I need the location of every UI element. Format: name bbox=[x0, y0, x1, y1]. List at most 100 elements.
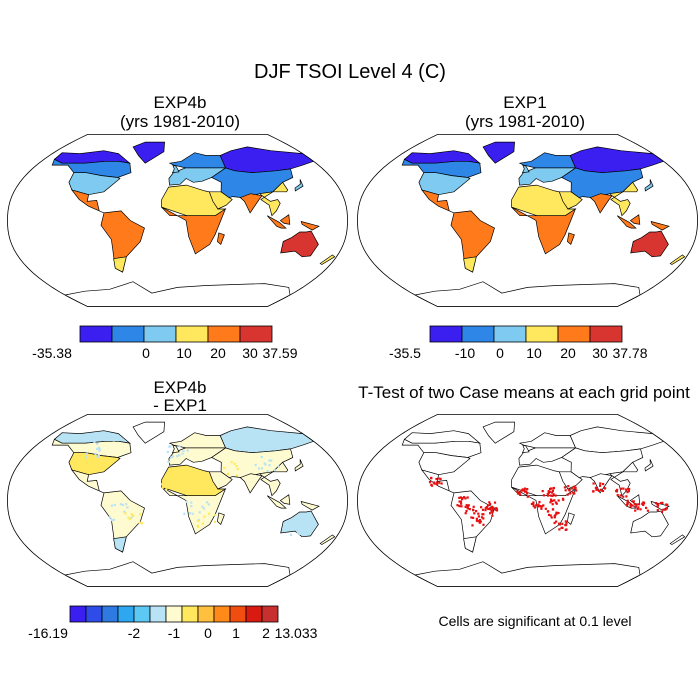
significant-cell bbox=[466, 506, 469, 509]
diff-speckle bbox=[181, 452, 184, 455]
significant-cell bbox=[546, 493, 549, 496]
significant-cell bbox=[566, 493, 569, 496]
significant-cell bbox=[516, 490, 519, 493]
significant-cell bbox=[466, 496, 469, 499]
significant-cell bbox=[485, 506, 489, 509]
land-se-asia bbox=[609, 181, 639, 217]
significant-cell bbox=[561, 497, 565, 500]
colorbar-tick-label: -1 bbox=[168, 625, 181, 641]
significant-cell bbox=[465, 510, 468, 513]
colorbar-swatch bbox=[143, 325, 177, 343]
significant-cell bbox=[554, 501, 557, 504]
significant-cell bbox=[464, 505, 467, 508]
significant-cell bbox=[574, 487, 577, 490]
land-europe-n bbox=[168, 152, 227, 169]
land-patagonia bbox=[463, 536, 477, 553]
land-europe-s bbox=[168, 167, 227, 186]
land-patagonia bbox=[113, 536, 127, 553]
land-europe-n bbox=[518, 432, 577, 449]
significant-cell bbox=[549, 514, 552, 517]
significant-cell bbox=[456, 504, 459, 507]
diff-speckle bbox=[273, 469, 276, 472]
colorbar-swatch bbox=[85, 605, 103, 623]
diff-speckle bbox=[138, 521, 141, 524]
colorbar-swatch bbox=[229, 605, 247, 623]
significant-cell bbox=[487, 507, 490, 510]
diff-speckle bbox=[125, 503, 128, 506]
map-exp4b bbox=[7, 134, 348, 307]
significant-cell bbox=[601, 489, 605, 493]
diff-speckle bbox=[164, 485, 167, 489]
diff-speckle bbox=[268, 464, 271, 467]
colorbar-tick-label: 20 bbox=[560, 345, 576, 361]
significant-cell bbox=[472, 505, 475, 508]
land-indonesia-b bbox=[279, 494, 291, 505]
diff-speckle bbox=[172, 483, 176, 486]
significant-cell bbox=[635, 503, 638, 506]
land-uk bbox=[521, 164, 530, 174]
colorbar-swatch bbox=[101, 605, 119, 623]
diff-speckle bbox=[270, 459, 273, 462]
colorbar-tick-label: 37.78 bbox=[612, 345, 647, 361]
significant-cell bbox=[518, 492, 521, 495]
map-outline bbox=[357, 134, 698, 307]
diff-speckle bbox=[205, 501, 209, 504]
diff-speckle bbox=[132, 514, 135, 517]
colorbar-swatch bbox=[207, 325, 241, 343]
significant-cell bbox=[665, 507, 668, 510]
significant-cell bbox=[551, 503, 554, 506]
land-siberia bbox=[569, 426, 665, 454]
diff-speckle bbox=[178, 445, 181, 448]
diff-speckle bbox=[241, 448, 244, 451]
diff-speckle bbox=[188, 512, 191, 515]
panel-subtitle-exp1: (yrs 1981-2010) bbox=[464, 112, 585, 131]
land-europe-s bbox=[518, 447, 577, 466]
land-indonesia-b bbox=[629, 214, 641, 225]
significant-cell bbox=[555, 502, 558, 505]
significant-cell bbox=[553, 499, 556, 502]
significant-cell bbox=[538, 505, 542, 508]
land-na-taiga bbox=[51, 158, 132, 178]
diff-speckle bbox=[236, 442, 239, 445]
significant-cell bbox=[551, 491, 554, 494]
significant-cell bbox=[551, 500, 554, 503]
land-antarctica bbox=[413, 561, 641, 587]
significant-cell bbox=[552, 493, 555, 496]
significant-cell bbox=[549, 501, 552, 504]
colorbar-swatch bbox=[589, 325, 623, 343]
diff-speckle bbox=[290, 519, 293, 522]
land-madagascar bbox=[567, 232, 575, 245]
diff-speckle bbox=[186, 449, 189, 452]
colorbar-tick-label: -35.38 bbox=[32, 345, 72, 361]
diff-speckle bbox=[289, 527, 292, 530]
significant-cell bbox=[594, 486, 597, 489]
significant-cell bbox=[629, 503, 632, 506]
land-australia bbox=[280, 510, 319, 538]
significant-cell bbox=[656, 509, 659, 512]
significant-cell bbox=[549, 487, 552, 491]
significant-cell bbox=[542, 494, 545, 497]
diff-speckle bbox=[112, 518, 116, 521]
significant-cell bbox=[473, 512, 476, 515]
significant-cell bbox=[622, 487, 625, 490]
significant-cell bbox=[634, 509, 637, 512]
significant-cell bbox=[665, 503, 668, 506]
land-australia bbox=[630, 510, 669, 538]
diff-speckle bbox=[113, 503, 116, 507]
significant-cell bbox=[472, 516, 475, 519]
significant-cell bbox=[477, 512, 480, 515]
diff-speckle bbox=[100, 468, 103, 471]
significant-cell bbox=[488, 508, 491, 511]
significant-cell bbox=[519, 493, 522, 496]
significant-cell bbox=[575, 489, 578, 492]
diff-speckle bbox=[174, 483, 177, 486]
significant-cell bbox=[484, 506, 487, 510]
significant-cell bbox=[615, 489, 618, 493]
colorbar-tick-label: 2 bbox=[262, 625, 270, 641]
diff-speckle bbox=[302, 532, 305, 535]
significant-cell bbox=[565, 528, 568, 531]
significant-cell bbox=[524, 490, 527, 493]
significant-cell bbox=[439, 477, 442, 481]
significant-cell bbox=[620, 487, 623, 490]
significant-cell bbox=[646, 509, 649, 512]
